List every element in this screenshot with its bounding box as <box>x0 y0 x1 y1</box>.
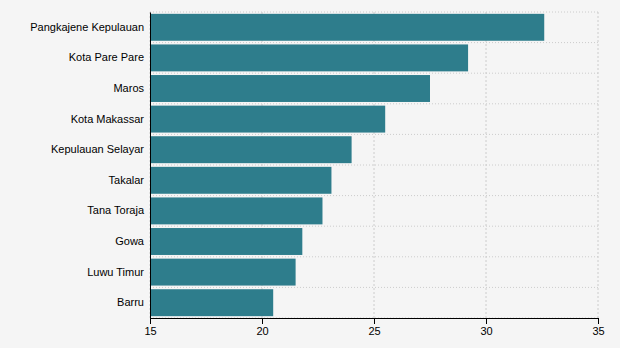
bar <box>150 106 385 133</box>
x-tick-label: 25 <box>368 325 380 337</box>
y-tick: Maros <box>113 82 150 94</box>
x-tick-mark <box>486 318 487 324</box>
y-tick: Luwu Timur <box>87 266 150 278</box>
y-tick-label: Kepulauan Selayar <box>51 143 144 155</box>
bar <box>150 197 322 224</box>
row-separator <box>150 256 598 257</box>
x-tick-label: 15 <box>144 325 156 337</box>
bar <box>150 167 331 194</box>
x-tick-label: 35 <box>592 325 604 337</box>
row-separator <box>150 165 598 166</box>
x-tick-mark <box>262 318 263 324</box>
row-separators <box>150 12 598 318</box>
bar <box>150 75 430 102</box>
row-separator <box>150 42 598 43</box>
x-tick-label: 30 <box>480 325 492 337</box>
y-tick: Barru <box>117 296 150 308</box>
row-separator <box>150 287 598 288</box>
y-tick: Gowa <box>115 235 150 247</box>
x-tick-label: 20 <box>256 325 268 337</box>
x-tick: 30 <box>480 318 492 337</box>
row-separator <box>150 73 598 74</box>
y-tick-label: Takalar <box>109 174 145 186</box>
y-tick-label: Pangkajene Kepulauan <box>30 21 144 33</box>
x-axis-line <box>151 319 599 325</box>
y-tick: Tana Toraja <box>87 204 150 216</box>
plot: 15 20 25 30 35 Barru Luwu Timur Gowa Tana Toraja… <box>0 12 605 337</box>
y-tick-label: Maros <box>113 82 144 94</box>
y-tick: Kota Makassar <box>71 113 150 125</box>
row-separator <box>150 226 598 227</box>
y-tick-label: Gowa <box>115 235 145 247</box>
grid-line <box>150 12 151 318</box>
bar <box>150 14 544 41</box>
x-axis: 15 20 25 30 35 <box>144 318 604 337</box>
y-tick-label: Tana Toraja <box>87 204 145 216</box>
y-tick-label: Kota Pare Pare <box>69 51 144 63</box>
bar <box>150 289 273 316</box>
bar <box>150 228 302 255</box>
x-tick-mark <box>150 318 151 324</box>
row-separator <box>150 12 598 13</box>
y-tick-label: Kota Makassar <box>71 113 145 125</box>
y-tick: Takalar <box>109 174 150 186</box>
y-axis: Barru Luwu Timur Gowa Tana Toraja Takalar Kep… <box>30 13 150 319</box>
x-tick: 35 <box>592 318 604 337</box>
x-tick: 20 <box>256 318 268 337</box>
row-separator <box>150 103 598 104</box>
x-tick-mark <box>374 318 375 324</box>
y-tick: Pangkajene Kepulauan <box>30 21 150 33</box>
y-tick-label: Luwu Timur <box>87 266 144 278</box>
bars <box>150 14 544 316</box>
chart: 15 20 25 30 35 Barru Luwu Timur Gowa Tana Toraja… <box>0 0 620 348</box>
row-separator <box>150 195 598 196</box>
x-tick: 15 <box>144 318 156 337</box>
bar <box>150 259 296 286</box>
bar <box>150 136 352 163</box>
bar <box>150 44 468 71</box>
y-tick-label: Barru <box>117 296 144 308</box>
y-axis-line <box>150 13 151 319</box>
x-tick-mark <box>598 318 599 324</box>
y-tick: Kepulauan Selayar <box>51 143 150 155</box>
y-tick: Kota Pare Pare <box>69 51 150 63</box>
row-separator <box>150 134 598 135</box>
x-tick: 25 <box>368 318 380 337</box>
